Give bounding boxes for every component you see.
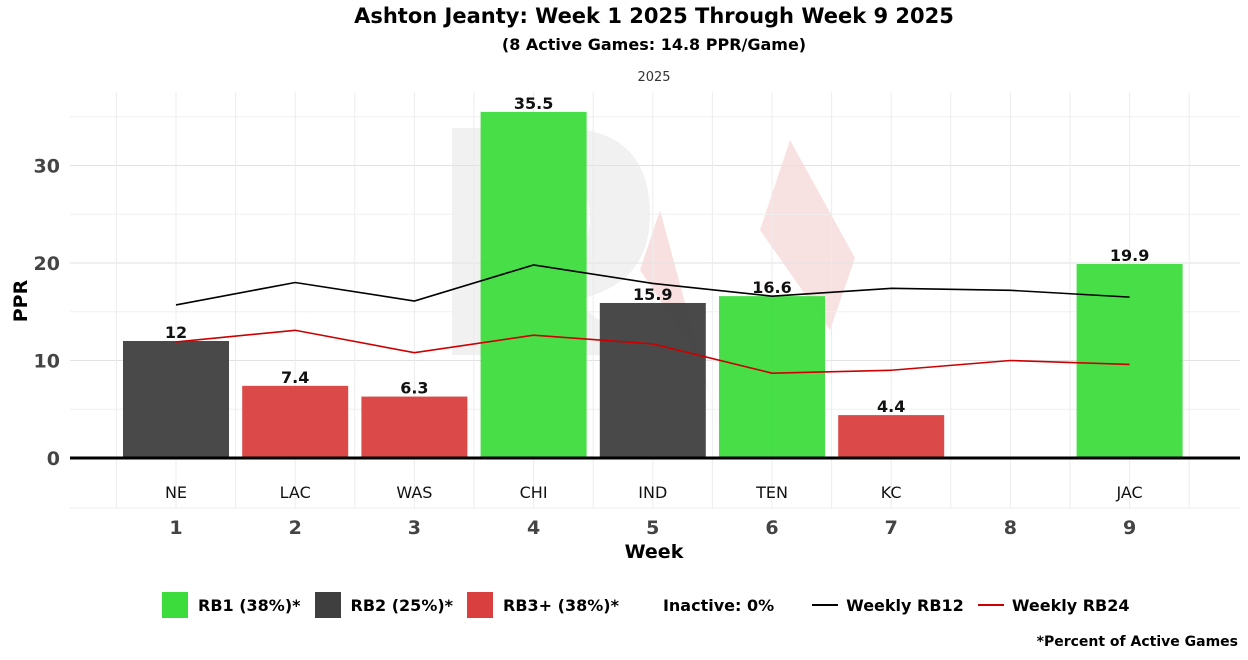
line-weekly-rb12 [175, 264, 1130, 306]
bar-week-6 [719, 296, 825, 458]
x-tick-label-1: 1 [169, 517, 182, 539]
bar-week-4 [480, 111, 587, 458]
x-tick-label-6: 6 [765, 517, 778, 539]
bar-week-3 [361, 396, 468, 458]
opponent-label-week-5: IND [638, 483, 667, 502]
labels-layer: 12 7.4 6.3 35.5 15.9 16.6 4.4 19.9 NE LAC WAS CHI IN… [165, 94, 1149, 502]
x-tick-label-3: 3 [408, 517, 421, 539]
y-tick-label-10: 10 [34, 351, 60, 373]
legend-inactive-label: Inactive: 0% [662, 595, 775, 615]
value-label-week-4: 35.5 [514, 94, 553, 113]
footnote: *Percent of Active Games [1036, 634, 1238, 650]
value-label-week-2: 7.4 [281, 368, 309, 387]
x-tick-label-7: 7 [885, 517, 898, 539]
opponent-label-week-6: TEN [755, 483, 788, 502]
x-axis-title: Week [624, 541, 684, 563]
legend-rb1-swatch [162, 592, 188, 618]
opponent-label-week-7: KC [881, 483, 902, 502]
value-label-week-9: 19.9 [1110, 246, 1149, 265]
legend-inactive: Inactive: 0% [663, 596, 774, 615]
opponent-label-week-4: CHI [520, 483, 548, 502]
value-label-week-6: 16.6 [752, 278, 791, 297]
legend-rb1: RB1 (38%)* [162, 592, 301, 618]
opponent-label-week-9: JAC [1115, 483, 1142, 502]
legend-rb12-line [812, 604, 839, 606]
legend-rb2: RB2 (25%)* [314, 592, 454, 618]
x-tick-label-2: 2 [289, 517, 302, 539]
x-tick-label-8: 8 [1004, 517, 1017, 539]
bar-week-9 [1076, 263, 1183, 458]
opponent-label-week-2: LAC [280, 483, 311, 502]
legend-rb3: RB3+ (38%)* [467, 592, 619, 618]
y-tick-label-30: 30 [34, 156, 60, 178]
x-tick-label-5: 5 [646, 517, 659, 539]
chart-title: Ashton Jeanty: Week 1 2025 Through Week … [354, 4, 954, 28]
line-weekly-rb24 [175, 329, 1130, 374]
legend-rb24-line [977, 604, 1004, 606]
legend: RB1 (38%)* RB2 (25%)* RB3+ (38%)* Inacti… [162, 592, 1144, 618]
x-tick-label-4: 4 [527, 517, 540, 539]
lines-layer [175, 264, 1130, 374]
facet-label: 2025 [637, 70, 671, 85]
bar-week-7 [838, 415, 945, 458]
legend-rb3-swatch [467, 592, 494, 618]
value-label-week-7: 4.4 [877, 397, 905, 416]
bars-layer [123, 111, 1183, 458]
y-tick-label-20: 20 [34, 253, 60, 275]
value-label-week-3: 6.3 [400, 379, 428, 398]
opponent-label-week-1: NE [165, 483, 187, 502]
value-label-week-1: 12 [165, 323, 187, 342]
y-tick-label-0: 0 [47, 448, 60, 470]
legend-rb24-label: Weekly RB24 [1011, 595, 1130, 615]
x-tick-label-9: 9 [1123, 517, 1136, 539]
legend-rb1-label: RB1 (38%)* [198, 595, 301, 615]
legend-rb12: Weekly RB12 [812, 596, 964, 615]
legend-rb2-swatch [314, 592, 341, 618]
chart-plot: 127.46.335.515.9 16.64.419.9NE LAC WAS CHI IN… [34, 92, 1240, 539]
chart-subtitle: (8 Active Games: 14.8 PPR/Game) [501, 35, 807, 54]
bar-week-2 [242, 385, 349, 458]
legend-rb24: Weekly RB24 [977, 595, 1130, 615]
legend-rb3-label: RB3+ (38%)* [503, 595, 619, 615]
bar-week-1 [123, 341, 229, 458]
legend-rb2-label: RB2 (25%)* [350, 595, 454, 615]
value-label-week-5: 15.9 [633, 285, 672, 304]
bar-week-5 [599, 302, 706, 458]
legend-rb12-label: Weekly RB12 [846, 595, 964, 615]
opponent-label-week-3: WAS [396, 483, 432, 502]
